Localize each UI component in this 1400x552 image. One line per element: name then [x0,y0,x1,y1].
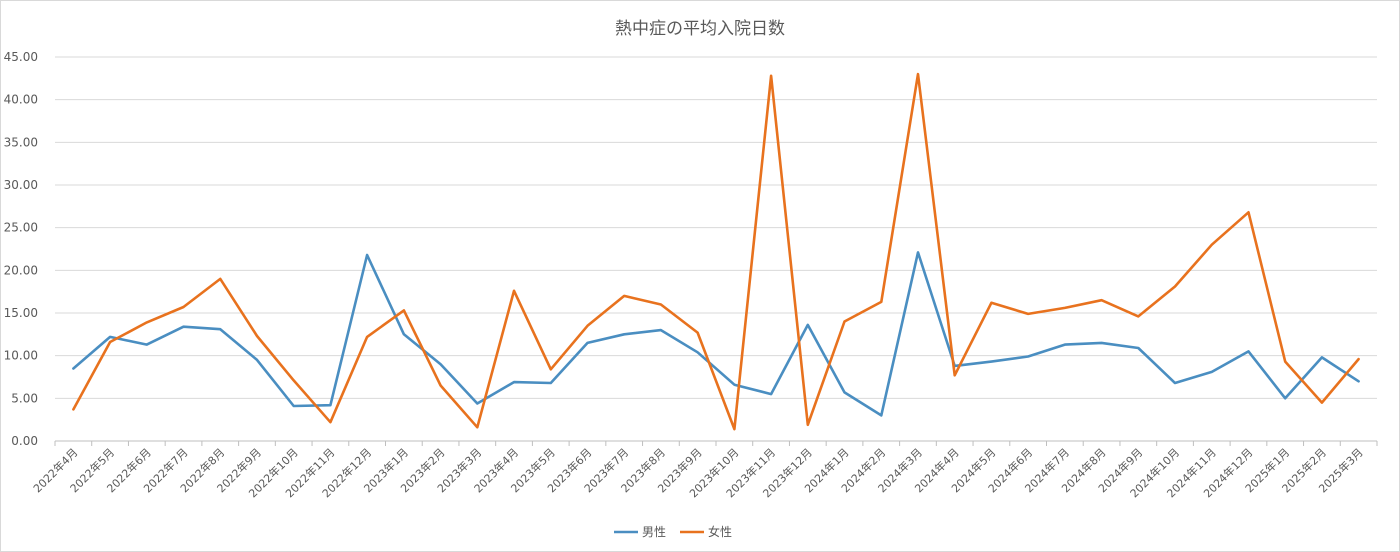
data-point-男性 [843,390,847,394]
data-point-男性 [1100,341,1104,345]
gridlines [55,56,1377,442]
y-tick-label: 0.00 [11,434,38,448]
data-point-男性 [989,360,993,364]
y-tick-label: 5.00 [11,391,38,405]
data-point-女性 [512,289,516,293]
data-point-男性 [475,401,479,405]
data-point-男性 [585,341,589,345]
data-point-男性 [292,404,296,408]
data-point-女性 [696,331,700,335]
data-point-男性 [549,381,553,385]
data-point-女性 [108,340,112,344]
y-tick-label: 15.00 [4,306,38,320]
y-tick-label: 30.00 [4,178,38,192]
y-tick-label: 45.00 [4,50,38,64]
data-point-女性 [732,427,736,431]
data-point-男性 [71,366,75,370]
data-point-女性 [1320,401,1324,405]
data-point-女性 [585,324,589,328]
data-point-女性 [1210,243,1214,247]
data-point-女性 [328,420,332,424]
data-point-女性 [916,72,920,76]
chart-title: 熱中症の平均入院日数 [615,19,785,39]
data-point-女性 [843,320,847,324]
data-point-男性 [879,413,883,417]
y-tick-label: 40.00 [4,93,38,107]
data-point-男性 [365,253,369,257]
data-point-男性 [1063,343,1067,347]
data-point-女性 [292,378,296,382]
y-tick-label: 10.00 [4,349,38,363]
legend-label: 女性 [708,524,732,539]
data-point-男性 [328,403,332,407]
y-tick-label: 20.00 [4,263,38,277]
y-tick-label: 25.00 [4,221,38,235]
data-point-女性 [1357,357,1361,361]
series-lines [71,72,1361,431]
data-point-男性 [182,325,186,329]
data-point-男性 [732,383,736,387]
data-point-男性 [439,362,443,366]
data-point-女性 [1173,285,1177,289]
series-line-男性 [72,251,1360,417]
data-point-女性 [1026,312,1030,316]
data-point-男性 [1210,370,1214,374]
data-point-男性 [512,380,516,384]
data-point-女性 [1136,314,1140,318]
data-point-男性 [659,328,663,332]
data-point-男性 [1283,396,1287,400]
data-point-男性 [806,323,810,327]
data-point-女性 [806,423,810,427]
data-point-女性 [659,302,663,306]
data-point-女性 [549,367,553,371]
data-point-女性 [1063,306,1067,310]
y-axis: 0.00 5.00 10.00 15.00 20.00 25.00 30.00 35.00 40… [4,50,38,448]
data-point-女性 [953,373,957,377]
legend: 男性 女性 [614,524,732,539]
data-point-男性 [1320,355,1324,359]
data-point-女性 [402,308,406,312]
data-point-女性 [218,277,222,281]
data-point-男性 [255,358,259,362]
y-tick-label: 35.00 [4,135,38,149]
data-point-男性 [916,250,920,254]
data-point-女性 [255,334,259,338]
data-point-女性 [365,335,369,339]
data-point-男性 [218,327,222,331]
data-point-女性 [475,425,479,429]
data-point-女性 [1100,298,1104,302]
data-point-男性 [696,350,700,354]
data-point-男性 [1026,355,1030,359]
data-point-女性 [1283,360,1287,364]
data-point-女性 [879,300,883,304]
legend-label: 男性 [642,525,666,539]
data-point-男性 [145,343,149,347]
data-point-男性 [1357,379,1361,383]
data-point-女性 [145,320,149,324]
data-point-男性 [402,332,406,336]
data-point-女性 [769,74,773,78]
data-point-男性 [1173,381,1177,385]
data-point-男性 [1136,346,1140,350]
series-line-女性 [72,72,1360,431]
data-point-男性 [769,392,773,396]
data-point-女性 [182,305,186,309]
data-point-女性 [1246,210,1250,214]
data-point-男性 [108,335,112,339]
data-point-女性 [622,294,626,298]
data-point-女性 [439,384,443,388]
data-point-男性 [1246,349,1250,353]
data-point-女性 [71,407,75,411]
data-point-女性 [989,301,993,305]
x-axis: 2022年4月2022年5月2022年6月2022年7月2022年8月2022年… [30,441,1378,500]
data-point-男性 [622,332,626,336]
